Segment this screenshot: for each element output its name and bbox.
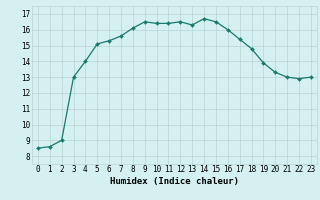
X-axis label: Humidex (Indice chaleur): Humidex (Indice chaleur) bbox=[110, 177, 239, 186]
